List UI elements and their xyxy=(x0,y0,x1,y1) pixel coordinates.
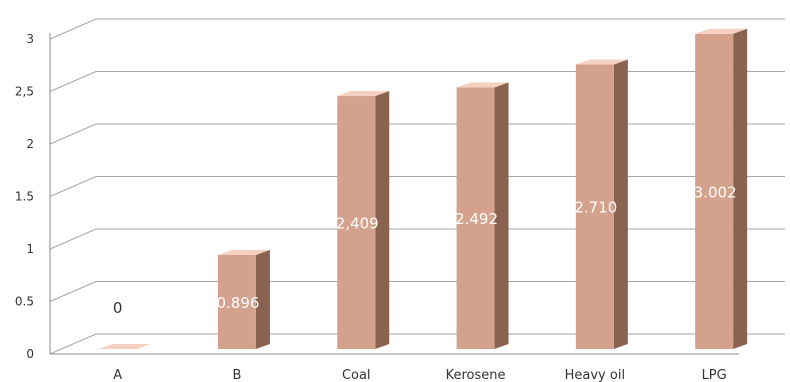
x-tick-label: A xyxy=(113,368,122,382)
gridline xyxy=(49,71,785,92)
y-tick-label: 2 xyxy=(26,137,34,151)
axes xyxy=(49,33,739,355)
gridline xyxy=(49,176,785,197)
bar-top xyxy=(98,344,151,349)
x-tick-labels: A B Coal Kerosene Heavy oil LPG xyxy=(113,368,727,382)
x-tick-label: Heavy oil xyxy=(565,368,625,382)
x-tick-label: LPG xyxy=(702,368,727,382)
bar xyxy=(337,96,376,350)
x-tick-label: Kerosene xyxy=(446,368,506,382)
bar-top xyxy=(575,59,628,65)
y-tick-label: 2,5 xyxy=(15,85,34,99)
data-label: 2.492 xyxy=(455,210,498,228)
bar-side xyxy=(613,59,628,349)
data-label: 0 xyxy=(113,299,123,317)
bar-side xyxy=(733,28,748,349)
bars xyxy=(98,28,748,350)
data-labels: 0 0.896 2,409 2.492 2.710 3.002 xyxy=(113,183,737,317)
gridline xyxy=(49,281,785,302)
y-tick-labels: 0 0.5 1 1.5 2 2,5 3 xyxy=(15,32,34,361)
data-label: 2.710 xyxy=(574,199,617,217)
y-tick-label: 1 xyxy=(26,242,34,256)
bar-side xyxy=(494,82,509,349)
bar-top xyxy=(337,91,390,97)
bar-top xyxy=(456,82,509,88)
bar-side xyxy=(255,249,270,349)
gridline xyxy=(49,228,785,250)
gridlines xyxy=(49,18,785,355)
y-tick-label: 0 xyxy=(26,347,34,361)
data-label: 2,409 xyxy=(336,215,379,233)
bar-top xyxy=(217,249,270,255)
data-label: 0.896 xyxy=(216,294,259,312)
gridline xyxy=(49,333,785,355)
y-tick-label: 3 xyxy=(26,32,34,46)
bar xyxy=(695,33,734,349)
gridline xyxy=(49,123,785,145)
bar xyxy=(575,64,614,349)
data-label: 3.002 xyxy=(694,183,737,201)
bar xyxy=(456,87,495,349)
x-tick-label: Coal xyxy=(342,368,371,382)
bar-top xyxy=(695,28,748,34)
x-tick-label: B xyxy=(232,368,241,382)
bar xyxy=(217,254,256,349)
bar-side xyxy=(375,91,390,350)
gridline xyxy=(49,18,785,40)
y-tick-label: 0.5 xyxy=(15,295,34,309)
y-tick-label: 1.5 xyxy=(15,190,34,204)
